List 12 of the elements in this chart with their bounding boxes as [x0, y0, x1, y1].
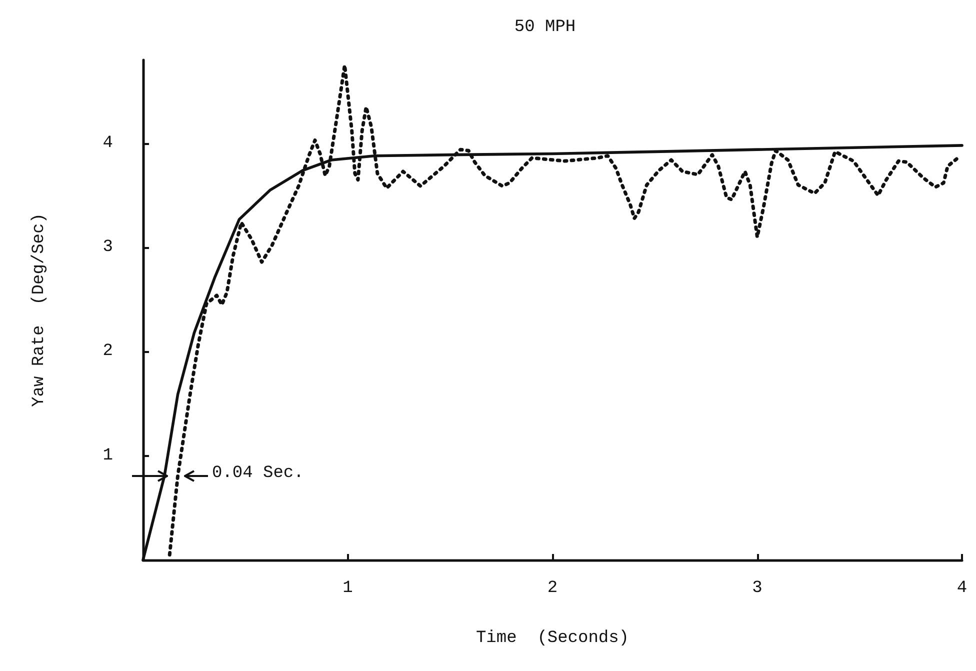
y-axis-title: Yaw Rate (Deg/Sec)	[30, 213, 49, 407]
y-tick-label: 3	[102, 238, 113, 257]
annotation: 0.04 Sec.	[212, 464, 304, 483]
x-axis-title: Time (Seconds)	[476, 629, 630, 648]
y-tick-label: 2	[102, 342, 113, 362]
chart-title: 50 MPH	[514, 18, 576, 37]
y-tick-label: 4	[102, 134, 113, 153]
x-tick-label: 4	[956, 579, 968, 598]
x-tick-label: 1	[342, 579, 353, 598]
x-tick-label: 3	[752, 579, 762, 598]
x-tick-label: 2	[547, 579, 558, 598]
y-tick-label: 1	[102, 446, 113, 466]
